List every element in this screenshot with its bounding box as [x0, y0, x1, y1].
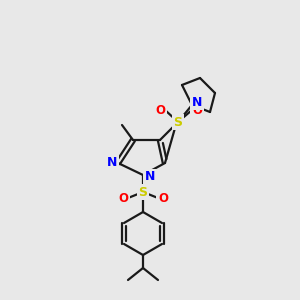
Text: O: O [158, 191, 168, 205]
Text: S: S [139, 185, 148, 199]
Text: O: O [118, 191, 128, 205]
Text: S: S [173, 116, 182, 128]
Text: O: O [192, 103, 202, 116]
Text: N: N [145, 170, 155, 184]
Text: O: O [155, 103, 165, 116]
Text: N: N [107, 157, 117, 169]
Text: N: N [192, 95, 202, 109]
